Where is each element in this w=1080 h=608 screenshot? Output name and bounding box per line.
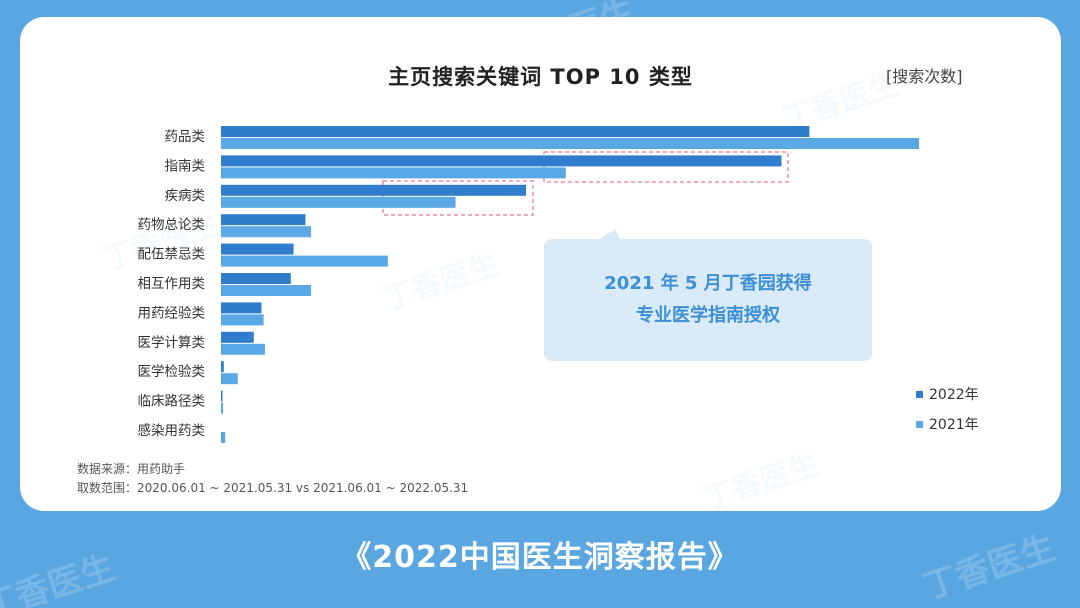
category-label: 医学检验类 (138, 364, 206, 380)
bar-2021年 (221, 314, 264, 326)
bar-2022年 (221, 331, 254, 343)
legend-swatch-2021 (916, 420, 923, 428)
legend-label-2021: 2021年 (929, 417, 979, 433)
bar-2022年 (221, 390, 223, 402)
source-note: 数据来源：用药助手 (77, 462, 186, 476)
category-label: 药物总论类 (138, 217, 206, 233)
bar-2021年 (221, 285, 312, 296)
category-label: 相互作用类 (138, 276, 206, 292)
bar-2021年 (221, 196, 456, 208)
annotation-callout: 2021 年 5 月丁香园获得 专业医学指南授权 (544, 239, 872, 361)
chart-title: 主页搜索关键词 TOP 10 类型 (388, 65, 693, 89)
bar-2022年 (221, 214, 306, 226)
unit-label: [搜索次数] (886, 67, 963, 86)
bar-2022年 (221, 155, 782, 167)
bar-2021年 (221, 138, 919, 149)
bar-2021年 (221, 373, 238, 385)
bar-2021年 (221, 343, 265, 355)
legend-item-2022: 2022年 (916, 379, 979, 409)
bar-chart: 药品类指南类疾病类药物总论类配伍禁忌类相互作用类用药经验类医学计算类医学检验类临… (138, 126, 919, 443)
category-label: 疾病类 (165, 188, 206, 204)
category-label: 配伍禁忌类 (138, 247, 206, 263)
category-label: 医学计算类 (138, 335, 206, 351)
range-note: 取数范围：2020.06.01 ~ 2021.05.31 vs 2021.06.… (77, 481, 469, 495)
category-label: 感染用药类 (138, 422, 206, 439)
category-label: 用药经验类 (138, 305, 206, 321)
bar-2021年 (221, 402, 224, 414)
bar-2022年 (221, 243, 294, 255)
chart-card: 丁香医生 丁香医生 丁香医生 丁香医生 主页搜索关键词 TOP 10 类型 [搜… (20, 17, 1061, 511)
annotation-line-1: 2021 年 5 月丁香园获得 (604, 273, 812, 294)
legend: 2022年 2021年 (916, 379, 979, 439)
footnote: 数据来源：用药助手 取数范围：2020.06.01 ~ 2021.05.31 v… (77, 460, 468, 498)
highlight-box (543, 151, 789, 183)
bar-2021年 (221, 255, 388, 267)
annotation-line-2: 专业医学指南授权 (636, 305, 780, 326)
category-label: 临床路径类 (138, 394, 206, 410)
bar-2022年 (221, 126, 810, 137)
category-label: 药品类 (165, 129, 206, 145)
bar-2021年 (221, 432, 226, 443)
legend-swatch-2022 (916, 390, 923, 398)
legend-item-2021: 2021年 (916, 409, 979, 439)
bar-2021年 (221, 226, 312, 238)
bar-2022年 (221, 273, 291, 284)
bar-2022年 (221, 184, 527, 196)
bar-2022年 (221, 302, 262, 314)
bar-2021年 (221, 167, 566, 179)
report-title: 《2022中国医生洞察报告》 (341, 540, 739, 575)
category-label: 指南类 (165, 158, 206, 174)
bar-2022年 (221, 361, 224, 373)
legend-label-2022: 2022年 (929, 387, 979, 403)
